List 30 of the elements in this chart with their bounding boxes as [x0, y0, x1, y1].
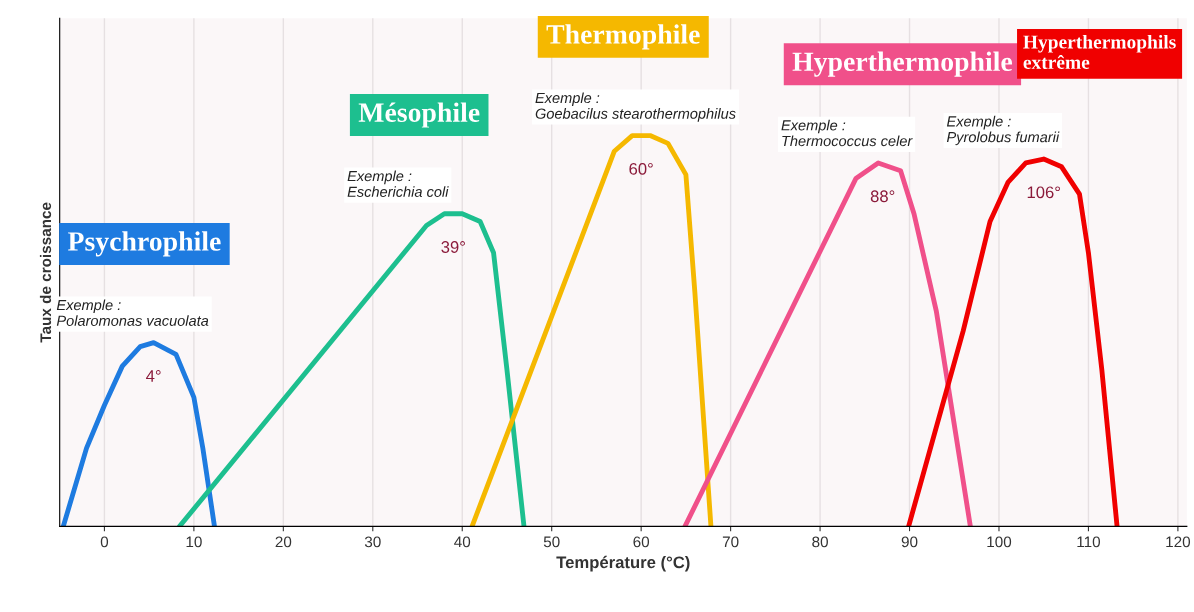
x-tick-label: 120 [1166, 536, 1191, 548]
annotation: Exemple : Escherichia coli [347, 170, 449, 197]
y-axis-title: Taux de croissance [39, 202, 52, 343]
x-tick-label: 20 [275, 536, 292, 548]
x-tick-label: 40 [454, 536, 471, 548]
annotation: Exemple : Thermococcus celer [781, 119, 913, 147]
x-tick-label: 90 [901, 536, 918, 548]
annotation: Exemple : Polaromonas vacuolata [56, 299, 209, 326]
x-tick-label: 0 [100, 536, 109, 548]
text: Mésophile [358, 102, 480, 128]
x-tick-label: 80 [812, 536, 828, 548]
annotation: 106° [1027, 186, 1060, 199]
text: Thermophile [546, 24, 700, 50]
x-tick-label: 110 [1077, 536, 1101, 548]
annotation: 88° [870, 190, 895, 203]
x-tick-label: 100 [987, 536, 1012, 548]
text: Hyperthermophils extrême [1023, 34, 1176, 69]
x-tick-label: 10 [186, 536, 202, 548]
x-tick-label: 50 [543, 536, 560, 548]
annotation: 39° [441, 241, 465, 253]
annotation: Exemple : Pyrolobus fumarii [946, 115, 1060, 146]
text: Psychrophile [67, 231, 221, 257]
x-axis-title: Température (°C) [556, 555, 690, 572]
x-tick-label: 70 [722, 536, 739, 548]
x-tick-label: 30 [364, 536, 381, 548]
annotation: 4° [146, 370, 161, 382]
text: Exemple : Goebacilus stearothermophilus [535, 92, 736, 122]
text: Hyperthermophile [792, 51, 1013, 77]
x-tick-label: 60 [633, 536, 650, 548]
annotation: 60° [629, 162, 653, 175]
